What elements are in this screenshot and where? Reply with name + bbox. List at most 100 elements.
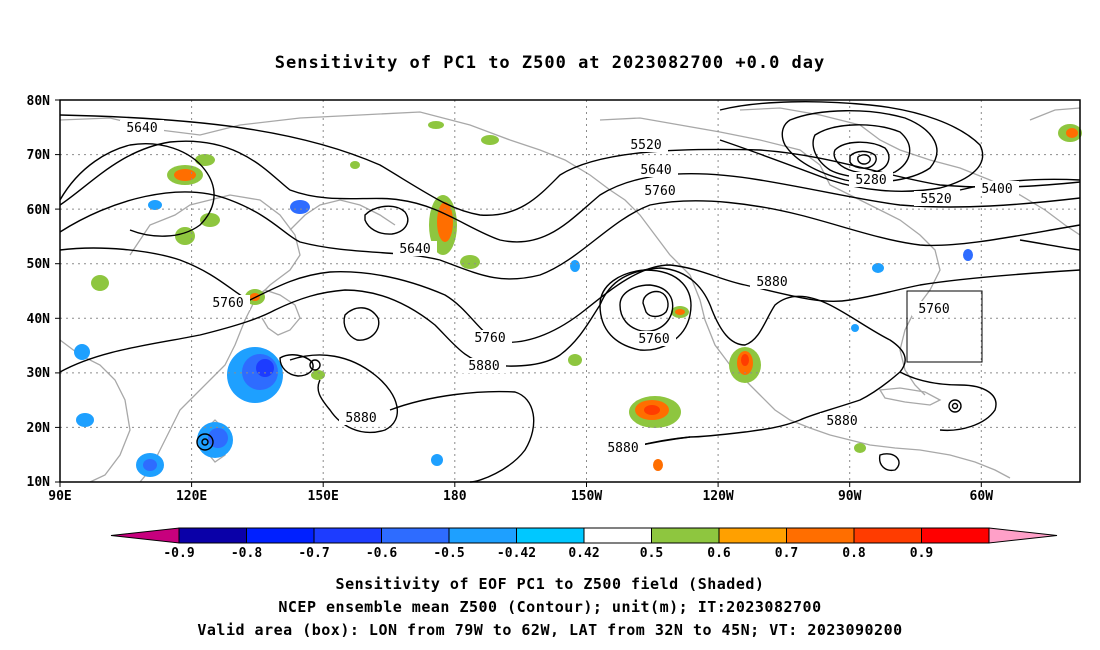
contour-label: 5880 xyxy=(756,275,787,290)
positive-patch xyxy=(460,255,480,269)
colorbar-segment xyxy=(583,527,652,544)
colorbar-segment xyxy=(516,527,585,544)
colorbar xyxy=(110,527,1058,544)
contour-label-bg xyxy=(601,440,645,455)
lat-label: 60N xyxy=(27,203,51,218)
colorbar-segment xyxy=(178,527,247,544)
colorbar-segment xyxy=(448,527,517,544)
lat-label: 20N xyxy=(27,421,51,436)
contour-line xyxy=(642,290,669,318)
lat-label: 30N xyxy=(27,366,51,381)
contour-line xyxy=(59,191,1081,280)
contour-line xyxy=(878,453,900,472)
contour-line xyxy=(812,124,911,178)
contour-line xyxy=(781,110,938,183)
contour-line xyxy=(857,154,871,165)
colorbar-segment xyxy=(313,527,382,544)
contour-line xyxy=(289,354,398,434)
colorbar-tick-label: 0.9 xyxy=(910,546,933,561)
contour-line xyxy=(389,390,535,483)
contour-label: 5640 xyxy=(640,163,671,178)
contour-line xyxy=(59,140,1081,243)
valid-area-box xyxy=(906,290,983,363)
colorbar-segment xyxy=(718,527,787,544)
colorbar-segment xyxy=(381,527,450,544)
footer-line-1: Sensitivity of EOF PC1 to Z500 field (Sh… xyxy=(336,575,765,593)
contour-label: 5760 xyxy=(474,331,505,346)
contour-line xyxy=(959,178,1081,191)
map-panel: 5640 5520 5640 5760 5280 5400 5520 5640 … xyxy=(55,99,1082,487)
colorbar-segment xyxy=(921,527,990,544)
contour-label: 5760 xyxy=(644,184,675,199)
map-frame xyxy=(59,99,1081,483)
contour-label: 5760 xyxy=(212,296,243,311)
positive-patch xyxy=(350,161,360,169)
colorbar-end-high xyxy=(988,527,1058,544)
tick-marks xyxy=(55,99,982,487)
contour-line xyxy=(201,438,209,446)
positive-patch xyxy=(481,135,499,145)
lon-label: 150W xyxy=(571,489,602,504)
lon-label: 90W xyxy=(838,489,862,504)
contour-line xyxy=(59,143,215,237)
positive-patch xyxy=(653,459,663,471)
contour-line xyxy=(1019,239,1081,251)
contour-line xyxy=(719,101,984,192)
contour-line xyxy=(599,267,906,373)
contour-label-bg xyxy=(914,191,958,206)
contour-label-bg xyxy=(462,358,506,373)
colorbar-tick-label: 0.7 xyxy=(775,546,798,561)
contour-label: 5760 xyxy=(638,332,669,347)
lat-label: 40N xyxy=(27,312,51,327)
colorbar-tick-label: -0.42 xyxy=(497,546,536,561)
colorbar-tick-label: 0.6 xyxy=(707,546,731,561)
contour-label-bg xyxy=(624,137,668,152)
contour-label-bg xyxy=(912,301,956,316)
gridlines xyxy=(60,100,1080,482)
contour-line xyxy=(343,307,380,341)
colorbar-tick-label: 0.5 xyxy=(640,546,663,561)
contour-label: 5880 xyxy=(607,441,638,456)
colorbar-tick-label: -0.5 xyxy=(433,546,464,561)
positive-patch xyxy=(200,213,220,227)
negative-patch xyxy=(431,454,443,466)
lat-label: 10N xyxy=(27,475,51,490)
positive-patch-core xyxy=(741,354,749,366)
contour-line xyxy=(279,354,314,377)
lon-label: 180 xyxy=(443,489,467,504)
contour-line xyxy=(59,247,1081,344)
contour-label: 5880 xyxy=(826,414,857,429)
negative-patch xyxy=(290,200,310,214)
colorbar-tick-label: 0.8 xyxy=(842,546,866,561)
footer-line-2: NCEP ensemble mean Z500 (Contour); unit(… xyxy=(278,598,821,616)
contour-label-bg xyxy=(339,410,383,425)
positive-patch xyxy=(311,370,325,380)
colorbar-segment xyxy=(651,527,720,544)
footer-line-3: Valid area (box): LON from 79W to 62W, L… xyxy=(197,621,902,639)
colorbar-segment xyxy=(786,527,855,544)
colorbar-tick-labels: -0.9 -0.8 -0.7 -0.6 -0.5 -0.42 0.42 0.5 … xyxy=(163,546,933,561)
latitude-labels: 80N 70N 60N 50N 40N 30N 20N 10N xyxy=(27,94,51,490)
colorbar-tick-label: -0.7 xyxy=(298,546,329,561)
negative-patch xyxy=(76,413,94,427)
contour-label: 5520 xyxy=(920,192,951,207)
lon-label: 60W xyxy=(970,489,994,504)
negative-patch xyxy=(148,200,162,210)
lon-label: 120W xyxy=(702,489,733,504)
lon-label: 120E xyxy=(176,489,207,504)
positive-patch xyxy=(428,121,444,129)
negative-patch-core xyxy=(143,459,157,471)
contour-label: 5760 xyxy=(918,302,949,317)
negative-patch xyxy=(851,324,859,332)
lat-label: 50N xyxy=(27,257,51,272)
colorbar-segment xyxy=(853,527,922,544)
contour-label: 5520 xyxy=(630,138,661,153)
negative-patch xyxy=(74,344,90,360)
contour-label-bg xyxy=(120,120,164,135)
contour-label-bg xyxy=(393,241,437,256)
colorbar-tick-label: 0.42 xyxy=(568,546,599,561)
contour-line xyxy=(948,399,962,413)
contour-label: 5640 xyxy=(399,242,430,257)
contour-line xyxy=(619,284,674,333)
